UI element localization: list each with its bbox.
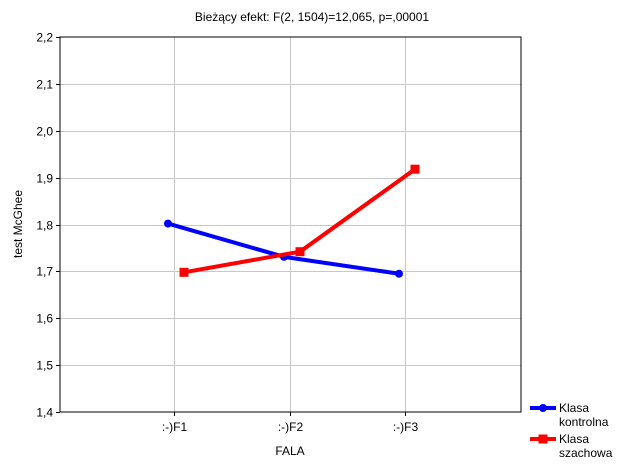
y-tick-label: 1,7 <box>36 265 53 279</box>
x-tick-label: :-)F3 <box>393 420 419 434</box>
y-tick-label: 1,9 <box>36 172 53 186</box>
y-tick-label: 2,2 <box>36 31 53 45</box>
legend-label: kontrolna <box>559 415 609 429</box>
data-point-marker <box>179 267 189 277</box>
data-point-marker <box>395 269 403 278</box>
legend-label: szachowa <box>559 446 613 460</box>
data-point-marker <box>295 247 305 257</box>
legend-marker <box>539 404 547 412</box>
y-tick-label: 1,5 <box>36 359 53 373</box>
y-axis-title: test McGhee <box>11 190 25 258</box>
chart-title: Bieżący efekt: F(2, 1504)=12,065, p=,000… <box>195 10 429 24</box>
data-point-marker <box>410 164 420 174</box>
legend-label: Klasa <box>559 432 589 446</box>
y-tick-label: 2,0 <box>36 125 53 139</box>
y-tick-label: 1,8 <box>36 219 53 233</box>
y-tick-label: 2,1 <box>36 78 53 92</box>
series-lines <box>164 164 420 278</box>
x-tick-label: :-)F2 <box>278 420 304 434</box>
x-axis-title: FALA <box>275 444 304 458</box>
grid-lines <box>60 37 521 412</box>
axis-ticks: 1,4 1,5 1,6 1,7 1,8 1,9 2,0 2,1 2,2 :-)F1 :-)F2 :-)… <box>36 31 418 435</box>
series-szachowa <box>179 164 420 277</box>
series-line <box>183 167 417 275</box>
legend-label: Klasa <box>559 401 589 415</box>
x-tick-label: :-)F1 <box>162 420 188 434</box>
legend-marker <box>538 434 548 444</box>
series-line <box>167 221 400 276</box>
data-point-marker <box>164 219 172 228</box>
y-tick-label: 1,6 <box>36 312 53 326</box>
y-tick-label: 1,4 <box>36 406 53 420</box>
